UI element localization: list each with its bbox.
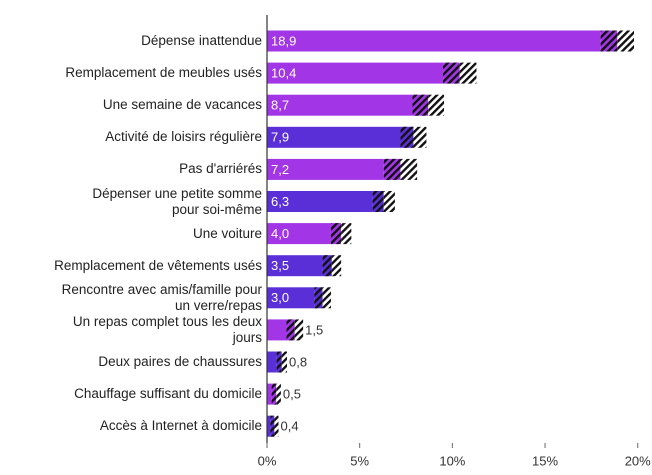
- ci-lower-hatch: [383, 158, 401, 180]
- ci-upper-hatch: [428, 94, 445, 116]
- value-label: 18,9: [271, 33, 296, 48]
- bar: [267, 158, 384, 180]
- x-tick-label: 15%: [532, 453, 558, 468]
- ci-upper-hatch: [459, 62, 477, 84]
- bar: [267, 383, 272, 405]
- ci-upper-hatch: [294, 319, 304, 341]
- ci-lower-hatch: [270, 415, 275, 437]
- bar: [267, 223, 331, 245]
- x-tick-label: 5%: [350, 453, 369, 468]
- category-label: Dépense inattendue: [141, 33, 262, 48]
- ci-lower-hatch: [322, 255, 332, 277]
- value-label: 3,0: [271, 290, 289, 305]
- x-tick-label: 0%: [258, 453, 277, 468]
- bar: [267, 319, 287, 341]
- value-label: 4,0: [271, 226, 289, 241]
- value-label: 6,3: [271, 194, 289, 209]
- category-label: Pas d'arriérés: [179, 161, 262, 177]
- value-label: 3,5: [271, 258, 289, 273]
- bar: [267, 30, 601, 52]
- bar: [267, 287, 315, 309]
- ci-upper-hatch: [341, 223, 352, 245]
- ci-lower-hatch: [400, 126, 414, 148]
- bar: [267, 255, 323, 277]
- category-label: Chauffage suffisant du domicile: [74, 386, 262, 402]
- ci-lower-hatch: [412, 94, 429, 116]
- ci-lower-hatch: [314, 287, 323, 309]
- category-label: Remplacement de meubles usés: [65, 65, 262, 81]
- ci-upper-hatch: [331, 255, 342, 277]
- category-label: Deux paires de chaussures: [98, 354, 262, 369]
- ci-upper-hatch: [274, 415, 279, 437]
- category-label: Remplacement de vêtements usés: [54, 257, 262, 273]
- ci-lower-hatch: [600, 30, 618, 52]
- bar: [267, 62, 444, 84]
- ci-upper-hatch: [400, 158, 418, 180]
- value-label: 1,5: [305, 322, 323, 337]
- value-label: 7,9: [271, 130, 289, 145]
- value-label: 8,7: [271, 98, 289, 113]
- value-label: 0,5: [283, 387, 301, 402]
- ci-lower-hatch: [276, 351, 282, 373]
- ci-upper-hatch: [276, 383, 281, 405]
- bar: [267, 94, 413, 116]
- ci-upper-hatch: [413, 126, 427, 148]
- x-tick-label: 20%: [625, 453, 651, 468]
- value-label: 0,8: [289, 354, 307, 369]
- ci-upper-hatch: [617, 30, 635, 52]
- ci-lower-hatch: [372, 191, 384, 212]
- category-label: Une semaine de vacances: [102, 97, 262, 113]
- ci-upper-hatch: [281, 351, 288, 373]
- category-label: Accès à Internet à domicile: [99, 418, 262, 434]
- category-label: Activité de loisirs régulière: [105, 129, 262, 145]
- category-label: Rencontre avec amis/famille pour un verr…: [61, 281, 262, 313]
- category-label: Dépenser une petite somme pour soi-même: [92, 185, 262, 217]
- bar: [267, 126, 401, 148]
- x-tick-label: 10%: [439, 453, 465, 468]
- category-label: Une voiture: [192, 225, 262, 241]
- bar: [267, 415, 271, 437]
- value-label: 10,4: [271, 66, 296, 81]
- ci-upper-hatch: [383, 191, 395, 212]
- ci-lower-hatch: [443, 62, 460, 84]
- value-label: 0,4: [280, 419, 298, 434]
- ci-lower-hatch: [286, 319, 295, 341]
- value-label: 7,2: [271, 162, 289, 177]
- ci-lower-hatch: [330, 223, 342, 245]
- bar: [267, 351, 277, 373]
- bar: [267, 191, 373, 212]
- ci-lower-hatch: [271, 383, 277, 405]
- category-label: Un repas complet tous les deux jours: [72, 313, 262, 345]
- ci-upper-hatch: [322, 287, 331, 309]
